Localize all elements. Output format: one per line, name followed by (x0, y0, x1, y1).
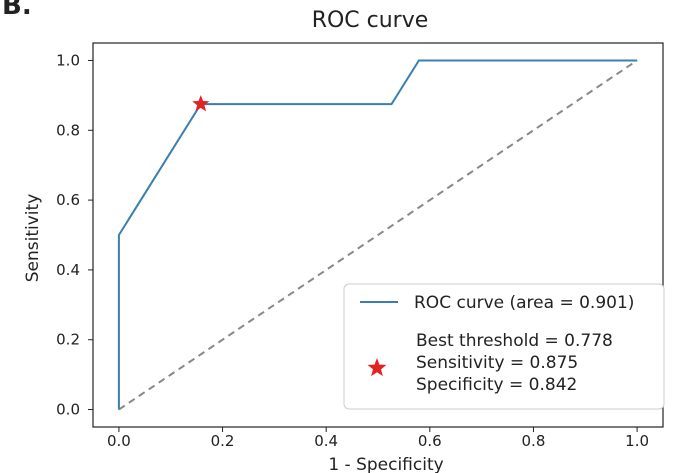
legend-entry-roc: ROC curve (area = 0.901) (414, 293, 634, 313)
marker-layer (192, 95, 210, 112)
x-tick-label: 0.8 (522, 432, 546, 450)
reference-diagonal-line (118, 59, 638, 411)
legend-entry-sensitivity: Sensitivity = 0.875 (416, 353, 578, 373)
y-tick-layer: 0.0 0.2 0.4 0.6 0.8 1.0 (56, 51, 93, 419)
plot-frame (92, 42, 664, 428)
legend-box (343, 283, 665, 410)
series-layer (117, 59, 638, 410)
best-threshold-star (192, 95, 210, 112)
y-tick-label: 0.2 (56, 331, 80, 349)
x-tick-label: 0.6 (418, 432, 442, 450)
legend-entry-threshold: Best threshold = 0.778 (416, 331, 613, 351)
y-tick-label: 0.0 (56, 401, 80, 419)
y-tick-label: 0.4 (56, 261, 80, 279)
y-tick-label: 1.0 (56, 51, 80, 69)
roc-curve-line (117, 59, 638, 410)
x-axis-label: 1 - Specificity (328, 455, 443, 473)
y-axis-label: Sensitivity (23, 194, 43, 283)
y-tick-label: 0.8 (56, 121, 80, 139)
legend-star-icon (367, 358, 387, 377)
x-tick-label: 0.0 (107, 432, 131, 450)
legend: ROC curve (area = 0.901) Best threshold … (343, 283, 665, 410)
chart-title: ROC curve (312, 8, 429, 33)
legend-entry-specificity: Specificity = 0.842 (416, 375, 577, 395)
reference-line-layer (118, 59, 638, 411)
x-tick-layer: 0.0 0.2 0.4 0.6 0.8 1.0 (107, 427, 649, 450)
y-tick-label: 0.6 (56, 191, 80, 209)
panel-label: B. (2, 0, 32, 21)
x-tick-label: 1.0 (625, 432, 649, 450)
x-tick-label: 0.2 (211, 432, 235, 450)
x-tick-label: 0.4 (314, 432, 338, 450)
